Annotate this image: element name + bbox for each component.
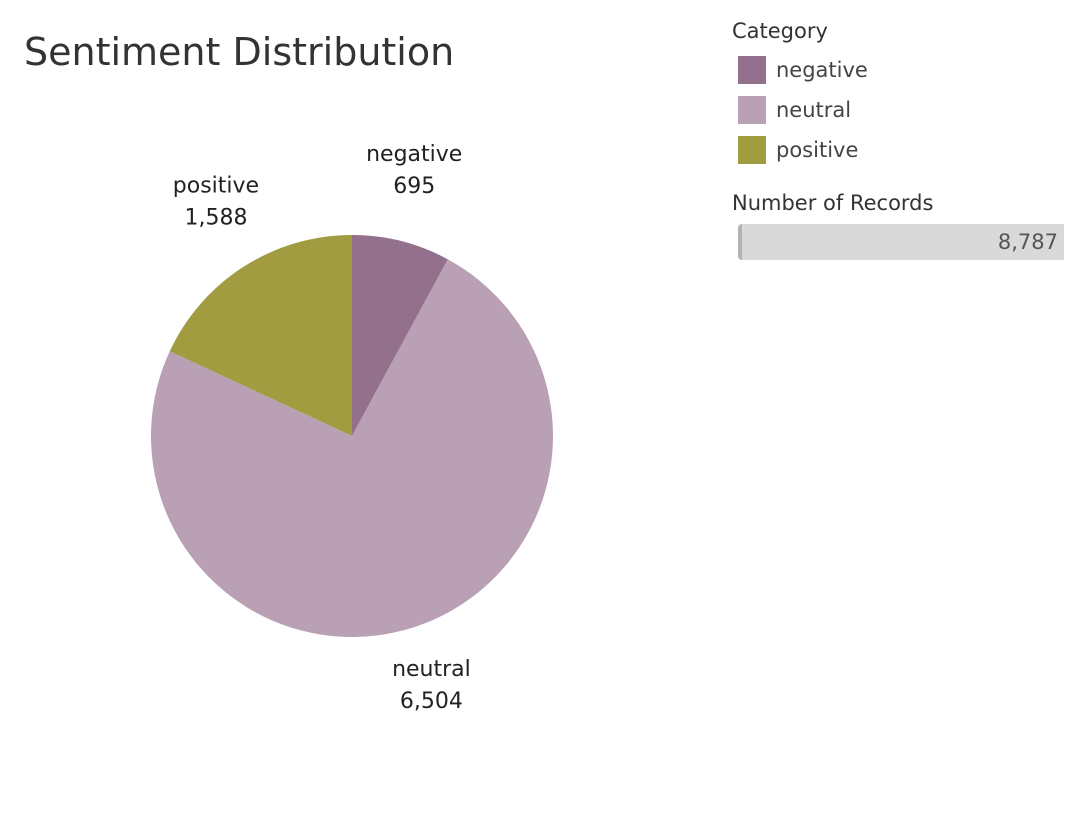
- slice-value-neutral: 6,504: [400, 689, 463, 714]
- legend-item-neutral[interactable]: neutral: [732, 90, 1072, 130]
- legend[interactable]: Category negative neutral positive: [732, 16, 1072, 170]
- slice-value-negative: 695: [393, 174, 435, 199]
- legend-label-positive: positive: [776, 138, 859, 162]
- pie-slice-negative[interactable]: [352, 235, 448, 436]
- legend-swatch-positive: [738, 136, 766, 164]
- legend-swatch-neutral: [738, 96, 766, 124]
- legend-item-negative[interactable]: negative: [732, 50, 1072, 90]
- size-legend-title: Number of Records: [732, 191, 934, 215]
- slice-label-negative: negative: [366, 142, 462, 167]
- pie-slice-positive[interactable]: [169, 235, 352, 436]
- size-legend-value: 8,787: [997, 230, 1058, 254]
- size-legend-bar: 8,787: [738, 224, 1064, 260]
- slice-label-positive: positive: [173, 174, 259, 199]
- legend-title: Category: [732, 19, 828, 43]
- pie-chart: negative 695 neutral 6,504 positive 1,588: [150, 142, 553, 714]
- slice-label-neutral: neutral: [392, 657, 471, 682]
- legend-label-negative: negative: [776, 58, 868, 82]
- pie-slice-neutral[interactable]: [150, 259, 553, 637]
- legend-item-positive[interactable]: positive: [732, 130, 1072, 170]
- slice-value-positive: 1,588: [184, 206, 247, 231]
- pie-labels: negative 695 neutral 6,504 positive 1,588: [173, 142, 471, 714]
- pie-slices: [150, 235, 553, 637]
- legend-swatch-negative: [738, 56, 766, 84]
- chart-title: Sentiment Distribution: [24, 30, 455, 74]
- legend-label-neutral: neutral: [776, 98, 852, 122]
